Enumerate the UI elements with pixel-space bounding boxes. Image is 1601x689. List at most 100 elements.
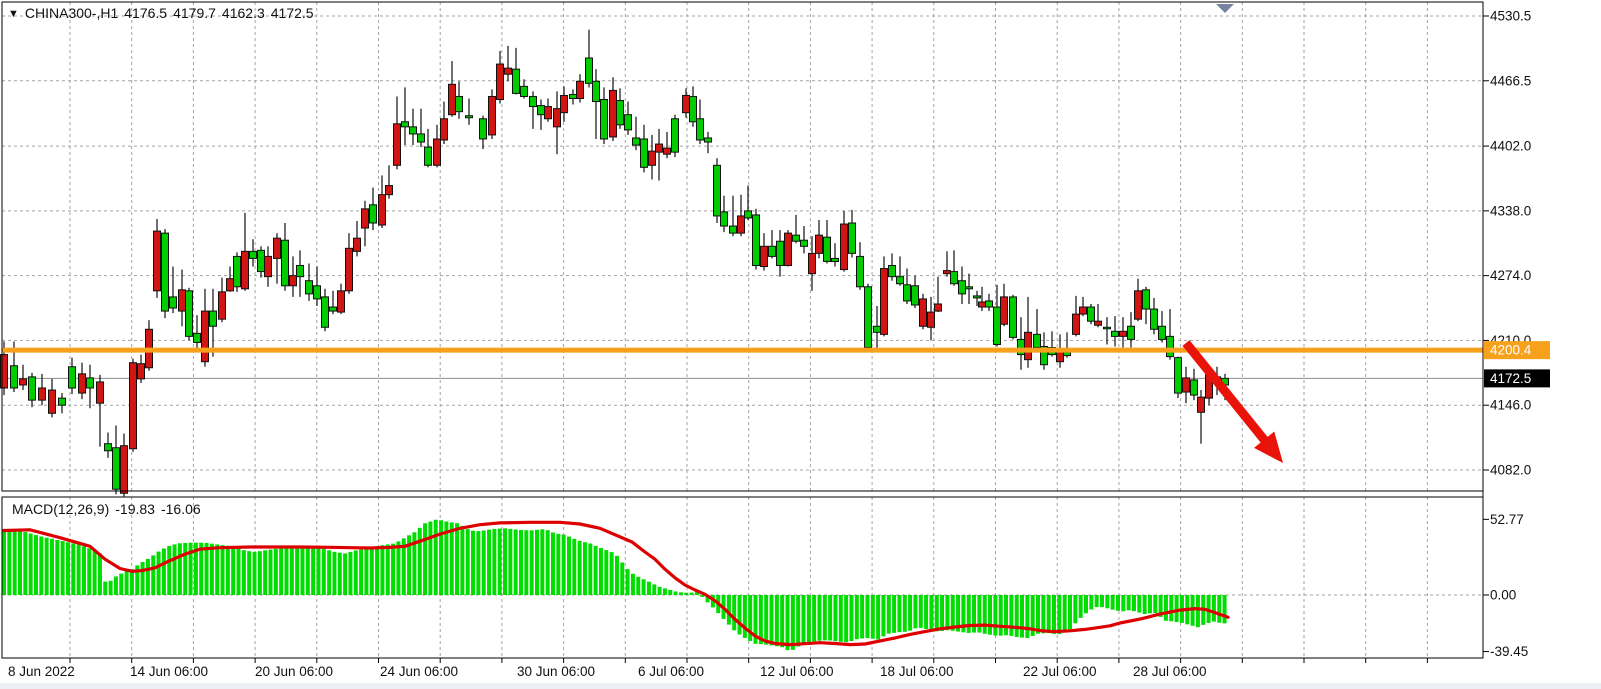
candle-body [153, 230, 161, 292]
macd-bar [641, 579, 646, 595]
candle-body [193, 332, 201, 343]
macd-bar [423, 523, 428, 595]
candle-body [792, 234, 800, 242]
candle-up [848, 209, 856, 258]
candle-down [784, 230, 792, 267]
macd-bar [209, 543, 214, 595]
macd-bar [1099, 595, 1104, 608]
macd-bar [785, 595, 790, 651]
macd-bar [758, 595, 763, 645]
macd-bar [359, 549, 364, 595]
macd-bar [838, 595, 843, 642]
candle-up [1111, 316, 1119, 347]
price-axis-label: 4530.5 [1490, 9, 1531, 24]
macd-bar [1163, 595, 1168, 621]
macd-bar [364, 548, 369, 595]
candle-down [927, 296, 935, 341]
macd-bar [295, 546, 300, 595]
candle-up [455, 81, 463, 119]
macd-bar [796, 595, 801, 647]
macd-bar [23, 532, 28, 595]
candle-body [927, 311, 935, 328]
macd-bar [407, 535, 412, 595]
macd-bar [636, 576, 641, 595]
macd-bar [700, 595, 705, 597]
candle-down [1134, 278, 1142, 322]
candle-up [1150, 297, 1158, 335]
macd-bar [33, 535, 38, 595]
macd-bar [1115, 595, 1120, 611]
macd-bar [401, 538, 406, 595]
candle-up [296, 250, 304, 297]
candle-body [369, 204, 377, 224]
macd-bar [375, 546, 380, 595]
macd-bar [598, 548, 603, 595]
arrow-head [1254, 431, 1283, 463]
candle-body [241, 250, 249, 290]
time-axis-label: 22 Jul 06:00 [1023, 664, 1097, 679]
candle-up [1017, 317, 1025, 370]
macd-bar [417, 527, 422, 595]
macd-bar [1174, 595, 1179, 622]
price-axis-label: 4402.0 [1490, 139, 1531, 154]
candle-body [978, 301, 986, 308]
candle-body [433, 138, 441, 166]
candle-body [585, 57, 593, 84]
candle-body [226, 278, 234, 292]
price-badge-text: 4172.5 [1490, 371, 1531, 386]
candle-up [1048, 331, 1056, 357]
macd-axis[interactable]: 52.77 0.00 -39.45 [1483, 512, 1528, 659]
current-price-badge: 4172.5 [1484, 369, 1550, 388]
macd-bar [28, 533, 33, 595]
macd-bar [1025, 595, 1030, 638]
macd-axis-label: 0.00 [1490, 588, 1516, 603]
time-axis[interactable]: 8 Jun 2022 14 Jun 06:00 20 Jun 06:00 24 Jun… [8, 658, 1428, 679]
macd-bar [1211, 595, 1216, 622]
candle-up [401, 87, 409, 146]
macd-bar [1153, 595, 1158, 614]
candle-down [1024, 296, 1032, 368]
macd-bar [753, 595, 758, 644]
price-axis[interactable]: 4530.54466.54402.04338.04274.04210.04146… [1483, 9, 1550, 478]
macd-bar [108, 580, 113, 595]
macd-bar [545, 530, 550, 595]
macd-bar [625, 569, 630, 595]
quote-close: 4172.5 [270, 5, 314, 21]
candle-body [1119, 330, 1127, 337]
candle-body [378, 194, 386, 226]
candle-body [696, 118, 704, 141]
macd-bar [1036, 595, 1041, 634]
macd-bar [806, 595, 811, 643]
time-axis-label: 28 Jul 06:00 [1133, 664, 1207, 679]
macd-bar [1014, 595, 1019, 638]
candle-body [896, 276, 904, 285]
candle-body [903, 284, 911, 302]
candle-up [1033, 309, 1041, 350]
macd-bar [940, 595, 945, 631]
candle-down [385, 165, 393, 199]
candle-body [78, 373, 86, 394]
candle-body [888, 265, 896, 278]
macd-bar [870, 595, 875, 639]
macd-bar [1030, 595, 1035, 636]
annotation-arrow[interactable] [1182, 340, 1283, 463]
candle-up [640, 124, 648, 173]
candle-down [378, 175, 386, 229]
macd-bar [412, 532, 417, 595]
candle-up [479, 115, 487, 150]
candle-up [169, 266, 177, 314]
macd-bar [161, 548, 166, 595]
macd-bar [822, 595, 827, 641]
macd-bar [689, 592, 694, 595]
candle-body [760, 245, 768, 268]
candle-body [1000, 296, 1008, 325]
macd-bar [508, 528, 513, 595]
macd-bar [945, 595, 950, 631]
candle-body [616, 100, 624, 126]
macd-bar [284, 547, 289, 595]
symbol-dropdown-icon[interactable]: ▼ [8, 8, 19, 20]
candle-down [978, 286, 986, 312]
candle-body [880, 268, 888, 335]
macd-bar [119, 573, 124, 595]
